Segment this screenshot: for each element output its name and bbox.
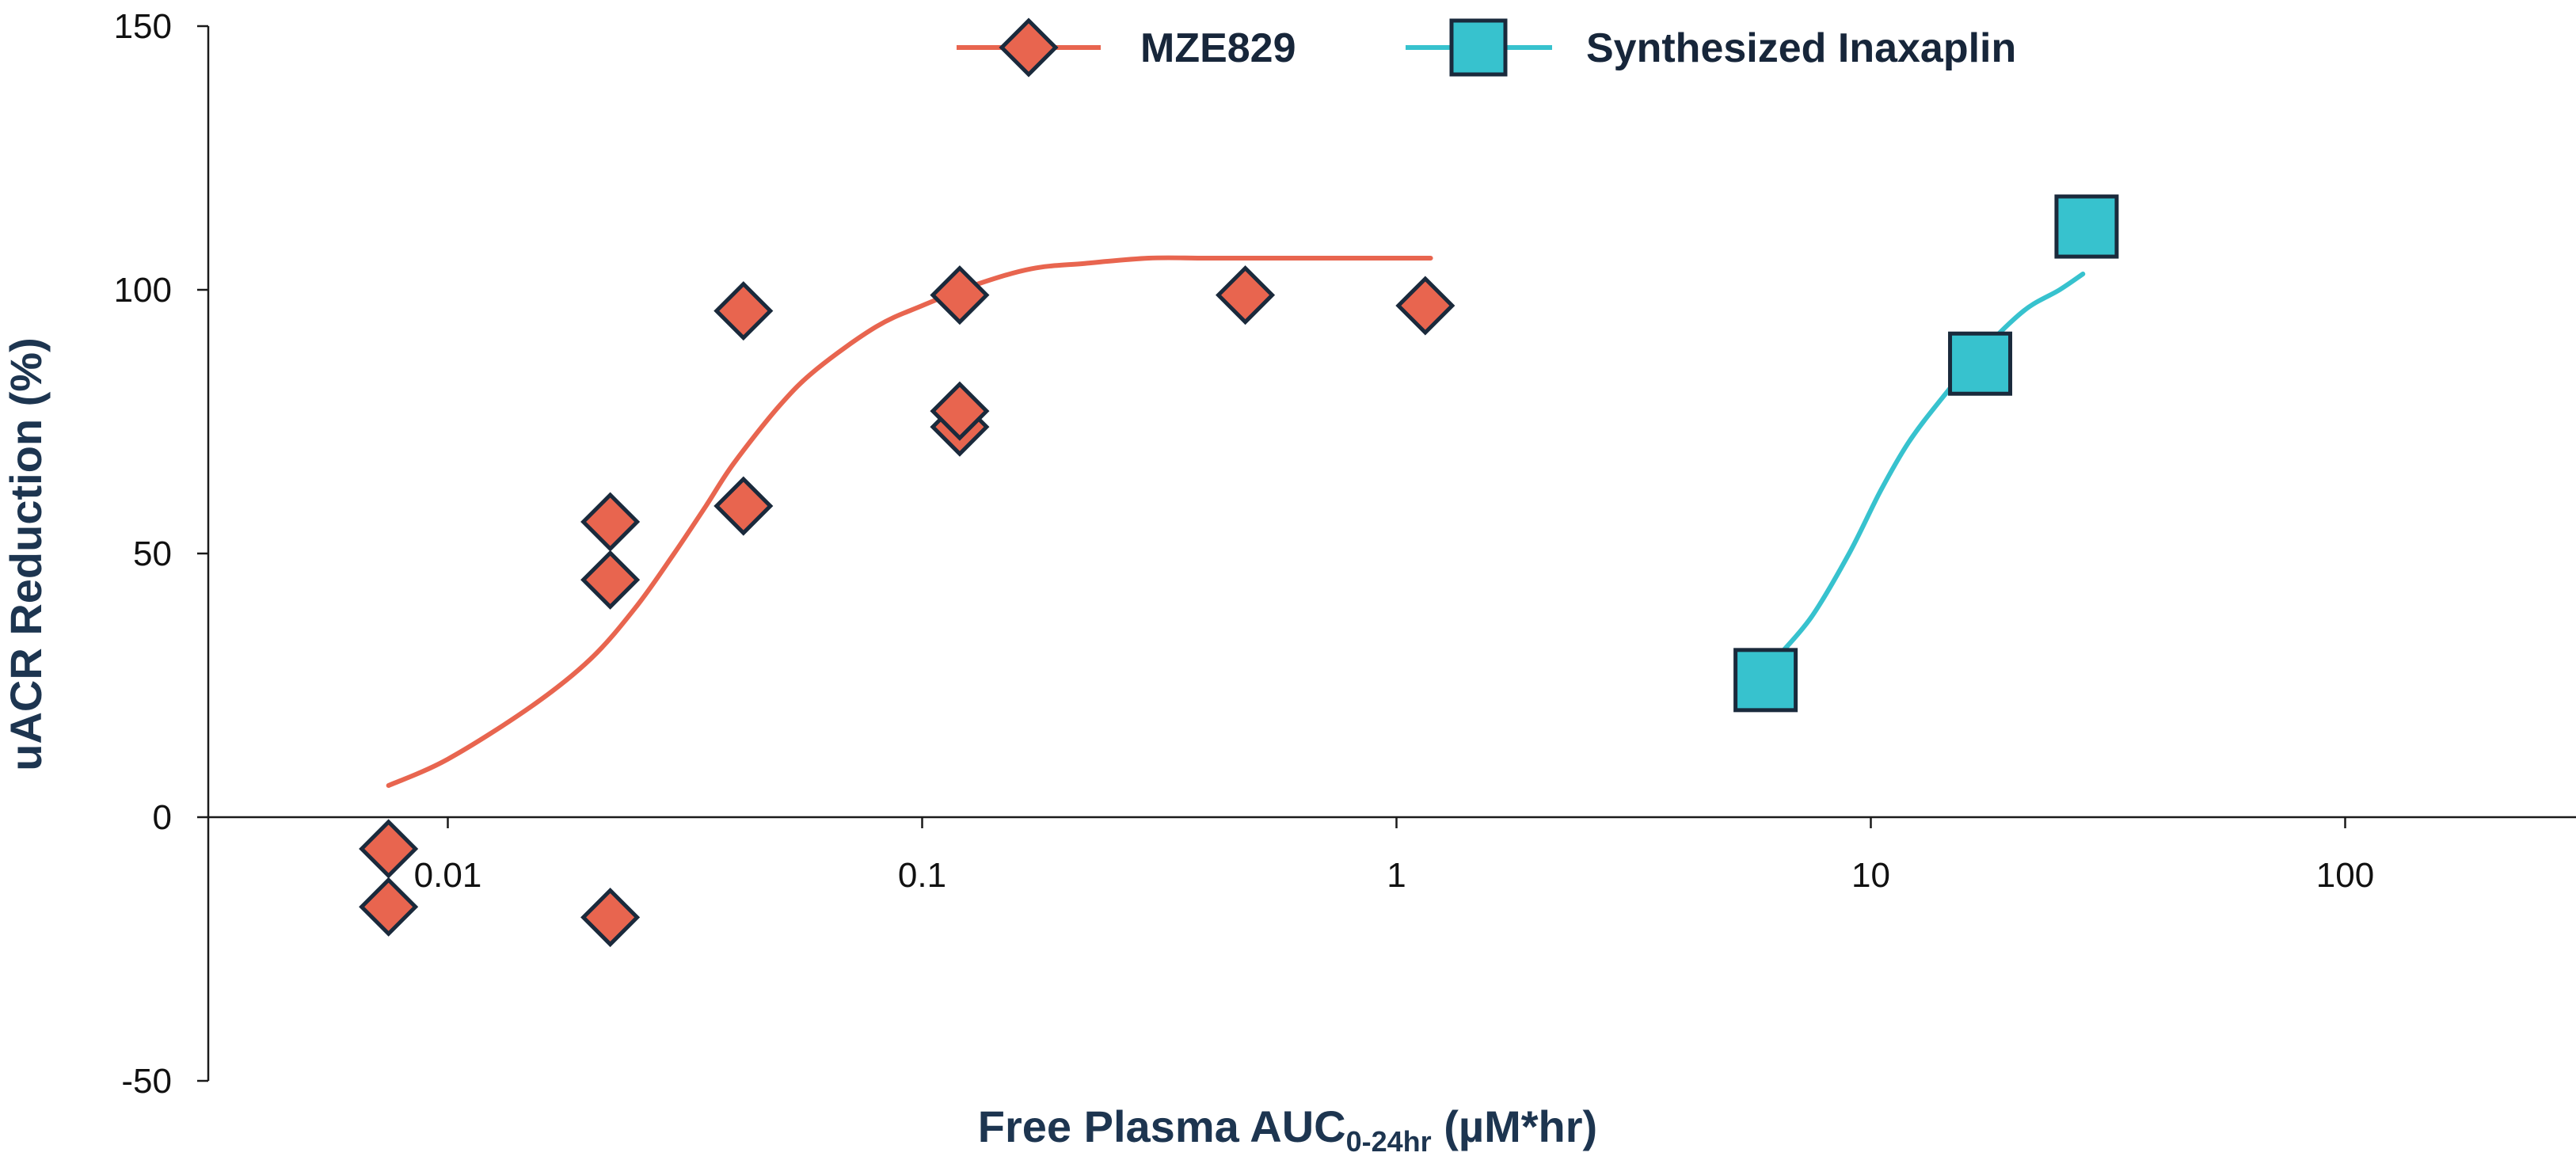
axis-titles: uACR Reduction (%) Free Plasma AUC0-24hr … (1, 337, 1597, 1158)
x-tick-label: 0.01 (414, 856, 482, 895)
legend-label-mze829: MZE829 (1140, 25, 1296, 71)
y-tick-label: 50 (133, 534, 172, 573)
mze829-point (713, 476, 774, 536)
y-axis-title: uACR Reduction (%) (1, 337, 51, 771)
inaxaplin-point (1733, 648, 1798, 713)
mze829-point (930, 381, 990, 441)
mze829-point (580, 888, 641, 948)
y-tick-label: 150 (114, 7, 172, 46)
fit-curves (386, 255, 2086, 788)
fit-curve-mze829 (386, 255, 1433, 788)
y-tick-label: 100 (114, 271, 172, 310)
inaxaplin-point (2054, 194, 2119, 259)
fit-curve-inaxaplin (1773, 272, 2086, 662)
axes: -50 0 50 100 150 0.01 0.1 1 10 100 (114, 7, 2576, 1101)
x-axis-title-subscript: 0-24hr (1346, 1125, 1432, 1158)
mze829-point (580, 492, 641, 552)
inaxaplin-point (1948, 331, 2013, 396)
mze829-point (1395, 276, 1455, 336)
mze829-point (359, 819, 419, 879)
x-axis-title: Free Plasma AUC0-24hr (µM*hr) (978, 1101, 1597, 1158)
mze829-point (930, 265, 990, 325)
data-points (359, 194, 2119, 948)
legend-label-inaxaplin: Synthesized Inaxaplin (1586, 25, 2016, 71)
x-axis-title-main: Free Plasma AUC (978, 1101, 1346, 1151)
mze829-point (1216, 265, 1276, 325)
y-tick-label: -50 (121, 1062, 172, 1101)
legend-marker-inaxaplin (1449, 18, 1508, 77)
legend-marker-mze829 (999, 17, 1059, 78)
x-axis-title-unit: (µM*hr) (1432, 1101, 1598, 1151)
mze829-point (580, 550, 641, 610)
y-tick-label: 0 (153, 798, 172, 837)
x-tick-label: 0.1 (898, 856, 946, 895)
x-tick-label: 100 (2316, 856, 2374, 895)
legend: MZE829 Synthesized Inaxaplin (957, 17, 2016, 78)
x-tick-label: 10 (1851, 856, 1890, 895)
mze829-point (713, 281, 774, 341)
x-tick-label: 1 (1387, 856, 1406, 895)
mze829-point (359, 877, 419, 937)
